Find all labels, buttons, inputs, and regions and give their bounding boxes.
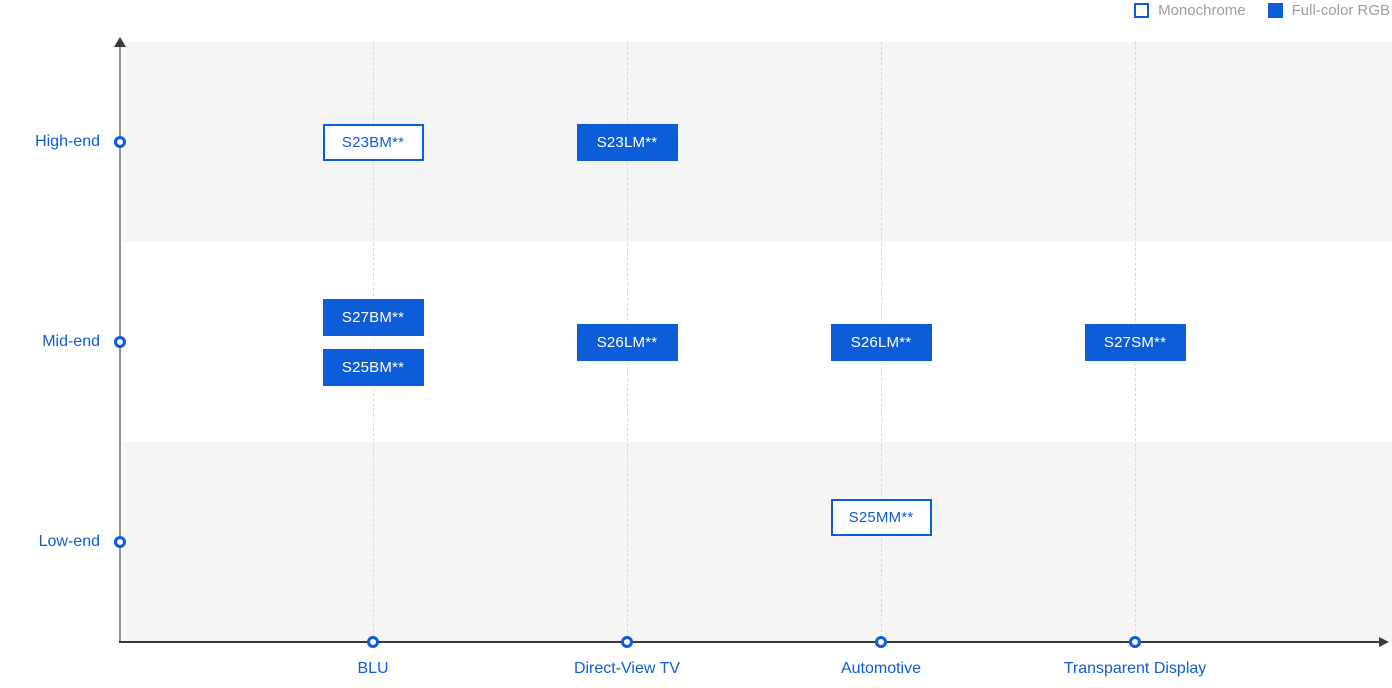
x-axis-marker-icon	[621, 636, 633, 648]
legend-label: Monochrome	[1158, 2, 1246, 19]
x-axis-marker-icon	[367, 636, 379, 648]
y-axis-label-2: Low-end	[38, 533, 100, 550]
y-axis-marker-icon	[114, 536, 126, 548]
product-box: S25BM**	[322, 348, 424, 386]
x-axis-line	[119, 641, 1379, 643]
x-axis-label-3: Transparent Display	[1063, 660, 1207, 677]
monochrome-swatch-icon	[1134, 3, 1150, 18]
product-box: S23BM**	[322, 123, 424, 161]
gridline-0	[373, 42, 374, 642]
legend-item-monochrome: Monochrome	[1134, 2, 1246, 19]
x-axis-label-1: Direct-View TV	[573, 660, 681, 677]
legend-label: Full-color RGB	[1291, 2, 1390, 19]
legend-item-full-color-rgb: Full-color RGB	[1267, 2, 1390, 19]
y-axis-label-1: Mid-end	[42, 333, 100, 350]
y-axis-marker-icon	[114, 336, 126, 348]
legend: Monochrome Full-color RGB	[1134, 2, 1390, 19]
low-end-band	[122, 442, 1392, 642]
x-axis-arrow-icon	[1379, 637, 1389, 647]
product-box: S27BM**	[322, 298, 424, 336]
y-axis-marker-icon	[114, 136, 126, 148]
y-axis-label-0: High-end	[35, 133, 100, 150]
product-box: S23LM**	[576, 123, 678, 161]
x-axis-label-2: Automotive	[840, 660, 922, 677]
x-axis-marker-icon	[875, 636, 887, 648]
x-axis-label-0: BLU	[357, 660, 389, 677]
product-box: S26LM**	[830, 323, 932, 361]
product-box: S26LM**	[576, 323, 678, 361]
product-box: S25MM**	[830, 498, 932, 536]
full-color-rgb-swatch-icon	[1267, 3, 1283, 18]
high-end-band	[122, 42, 1392, 242]
y-axis-arrow-icon	[114, 37, 126, 47]
product-box: S27SM**	[1084, 323, 1186, 361]
x-axis-marker-icon	[1129, 636, 1141, 648]
